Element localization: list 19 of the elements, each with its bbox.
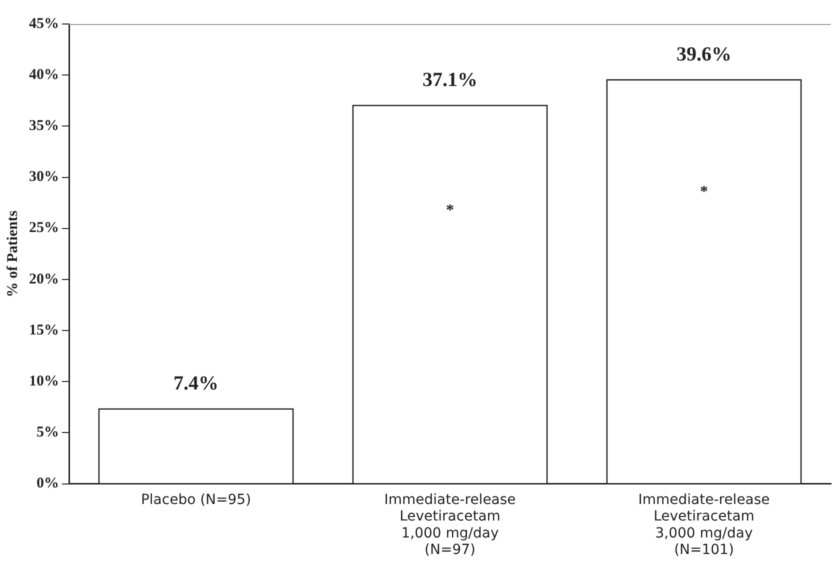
y-tick-label: 5% xyxy=(36,424,59,441)
y-tick-label: 45% xyxy=(29,16,59,32)
y-tick-label: 25% xyxy=(29,220,59,236)
data-label: 39.6% xyxy=(676,43,732,66)
data-label: 7.4% xyxy=(174,372,218,394)
y-tick-label: 0% xyxy=(36,476,59,492)
y-tick-label: 15% xyxy=(29,322,59,338)
x-tick-label: Placebo (N=95) xyxy=(140,492,252,508)
y-tick-label: 35% xyxy=(29,118,59,134)
x-tick-label: Immediate-release Levetiracetam 1,000 mg/day (N=97) xyxy=(384,492,516,558)
y-axis-title: % of Patients xyxy=(4,210,21,298)
annotation: * xyxy=(700,183,708,200)
y-tick-label: 30% xyxy=(29,169,59,186)
y-tick-label: 20% xyxy=(29,271,59,288)
data-label: 37.1% xyxy=(422,68,478,91)
y-tick-label: 10% xyxy=(29,373,59,390)
annotation: * xyxy=(446,202,454,219)
y-tick-label: 40% xyxy=(29,66,59,83)
x-tick-label: Immediate-release Levetiracetam 3,000 mg/day (N=101) xyxy=(638,492,770,558)
